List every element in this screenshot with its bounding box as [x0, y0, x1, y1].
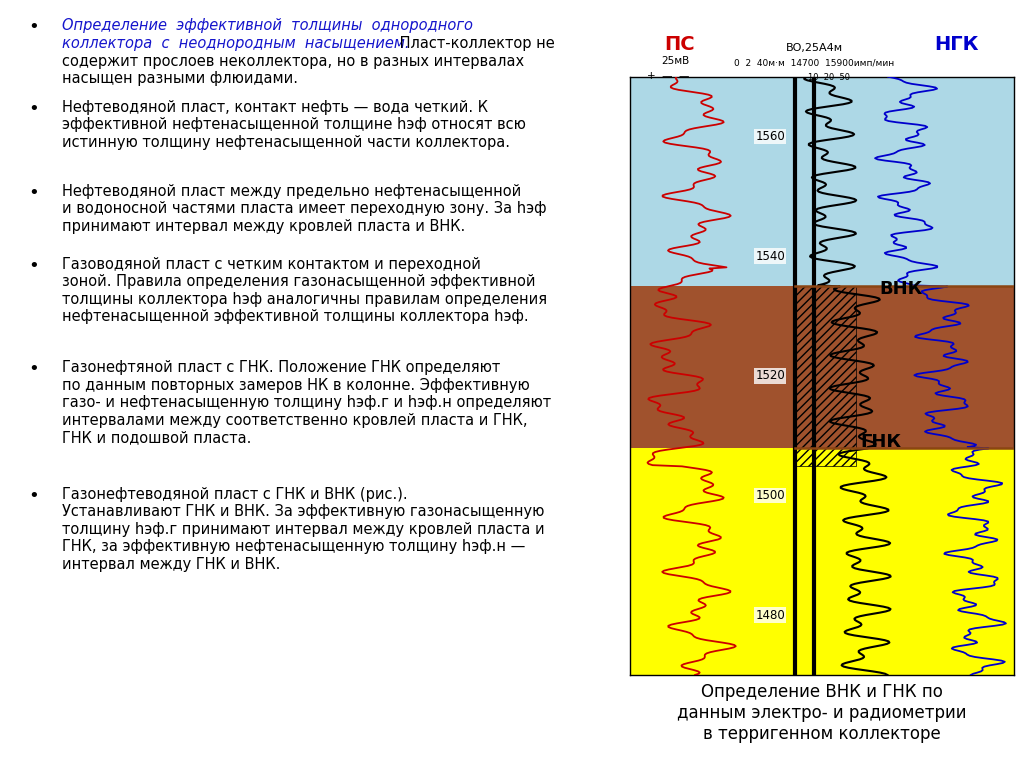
- Text: Определение ВНК и ГНК по
данным электро- и радиометрии
в терригенном коллекторе: Определение ВНК и ГНК по данным электро-…: [677, 683, 967, 742]
- Text: НГК: НГК: [934, 35, 978, 54]
- Text: 10  20  50: 10 20 50: [808, 73, 851, 82]
- Bar: [630, 286, 1014, 448]
- Text: 25мВ: 25мВ: [662, 56, 690, 66]
- Text: насыщен разными флюидами.: насыщен разными флюидами.: [62, 71, 298, 87]
- Text: Определение  эффективной  толщины  однородного: Определение эффективной толщины однородн…: [62, 18, 473, 33]
- Text: •: •: [29, 184, 39, 202]
- Text: •: •: [29, 100, 39, 117]
- Text: •: •: [29, 257, 39, 275]
- Bar: [630, 448, 1014, 675]
- Text: 0  2  40м·м  14700  15900имп/мин: 0 2 40м·м 14700 15900имп/мин: [734, 58, 894, 67]
- Bar: [795, 286, 856, 466]
- Text: 1540: 1540: [756, 250, 785, 262]
- Text: •: •: [29, 487, 39, 505]
- Text: коллектора  с  неоднородным  насыщением.: коллектора с неоднородным насыщением.: [62, 36, 410, 51]
- Text: Нефтеводяной пласт между предельно нефтенасыщенной
и водоносной частями пласта и: Нефтеводяной пласт между предельно нефте…: [62, 184, 547, 234]
- Text: +  —  —: + — —: [647, 71, 689, 81]
- Text: ВНК: ВНК: [880, 280, 923, 298]
- Text: Газонефтяной пласт с ГНК. Положение ГНК определяют
по данным повторных замеров Н: Газонефтяной пласт с ГНК. Положение ГНК …: [62, 360, 551, 445]
- Text: 1480: 1480: [756, 609, 785, 621]
- Text: Газоводяной пласт с четким контактом и переходной
зоной. Правила определения газ: Газоводяной пласт с четким контактом и п…: [62, 257, 547, 324]
- Text: Нефтеводяной пласт, контакт нефть — вода четкий. К
эффективной нефтенасыщенной т: Нефтеводяной пласт, контакт нефть — вода…: [62, 100, 526, 150]
- Text: содержит прослоев неколлектора, но в разных интервалах: содержит прослоев неколлектора, но в раз…: [62, 54, 524, 70]
- Text: 1500: 1500: [756, 489, 785, 502]
- Text: ГНК: ГНК: [860, 433, 901, 450]
- Text: •: •: [29, 18, 39, 35]
- Text: •: •: [29, 360, 39, 378]
- Text: 1560: 1560: [756, 130, 785, 143]
- Text: Газонефтеводяной пласт с ГНК и ВНК (рис.).
Устанавливают ГНК и ВНК. За эффективн: Газонефтеводяной пласт с ГНК и ВНК (рис.…: [62, 487, 545, 571]
- Text: ВО,25А4м: ВО,25А4м: [785, 44, 843, 54]
- Bar: [630, 77, 1014, 286]
- Text: Пласт-коллектор не: Пласт-коллектор не: [62, 36, 555, 51]
- Text: 1520: 1520: [756, 370, 785, 382]
- Text: ПС: ПС: [665, 35, 695, 54]
